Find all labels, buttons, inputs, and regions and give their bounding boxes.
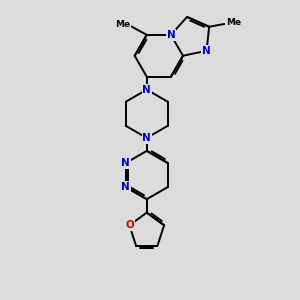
Text: N: N [167, 30, 175, 40]
Text: O: O [125, 220, 134, 230]
Text: Me: Me [115, 20, 130, 29]
Text: N: N [142, 85, 151, 94]
Text: N: N [202, 46, 211, 56]
Text: N: N [122, 158, 130, 168]
Text: N: N [122, 182, 130, 192]
Text: Me: Me [226, 18, 241, 27]
Text: N: N [142, 133, 151, 143]
